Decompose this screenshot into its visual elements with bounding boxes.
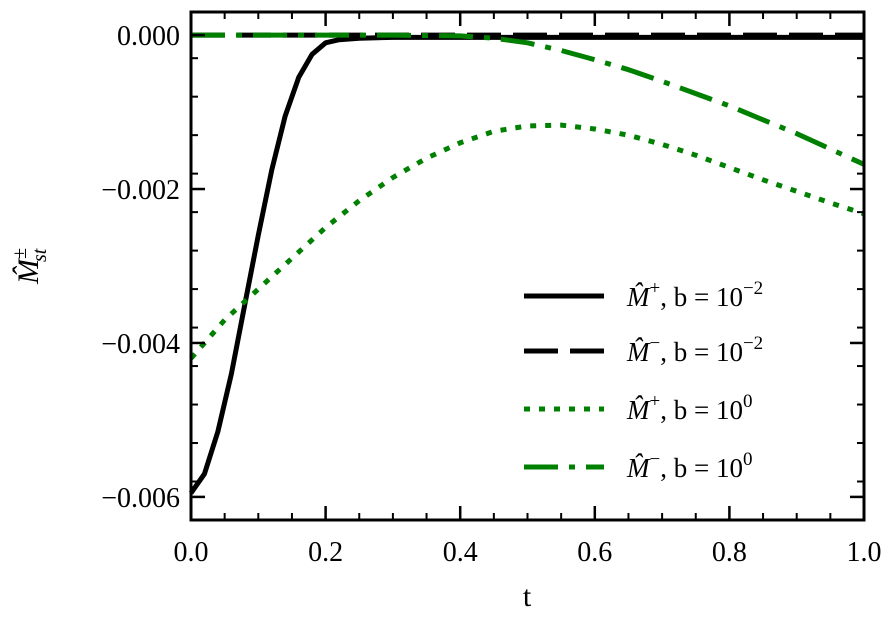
axis-ticks xyxy=(189,12,866,520)
series-lines xyxy=(188,32,866,495)
plot-frame xyxy=(189,10,866,522)
legend-label-0: M̂+, b = 10−2 xyxy=(626,278,763,312)
series-line-0 xyxy=(188,34,864,495)
y-tick-label: 0.000 xyxy=(117,21,180,52)
y-tick-label: −0.002 xyxy=(101,175,180,206)
x-axis-label: t xyxy=(523,580,532,613)
series-line-2 xyxy=(189,122,865,361)
x-tick-label: 0.6 xyxy=(577,537,612,568)
x-tick-label: 0.4 xyxy=(443,537,478,568)
legend-label-2: M̂+, b = 100 xyxy=(626,391,752,425)
y-tick-label: −0.004 xyxy=(101,329,180,360)
y-tick-label: −0.006 xyxy=(101,483,180,514)
x-tick-label: 0.0 xyxy=(174,537,209,568)
legend-label-3: M̂−, b = 100 xyxy=(626,449,752,483)
x-tick-label: 0.8 xyxy=(712,537,747,568)
x-tick-label: 0.2 xyxy=(308,537,343,568)
legend: M̂+, b = 10−2 M̂−, b = 10−2 M̂+, b = 100 M̂… xyxy=(524,278,763,483)
legend-label-1: M̂−, b = 10−2 xyxy=(626,333,763,367)
y-axis-label: M̂±st xyxy=(9,248,51,285)
tick-labels: 0.0 0.2 0.4 0.6 0.8 1.0 0.000 −0.002 −0.004 −0.00… xyxy=(101,21,881,568)
x-tick-label: 1.0 xyxy=(847,537,882,568)
